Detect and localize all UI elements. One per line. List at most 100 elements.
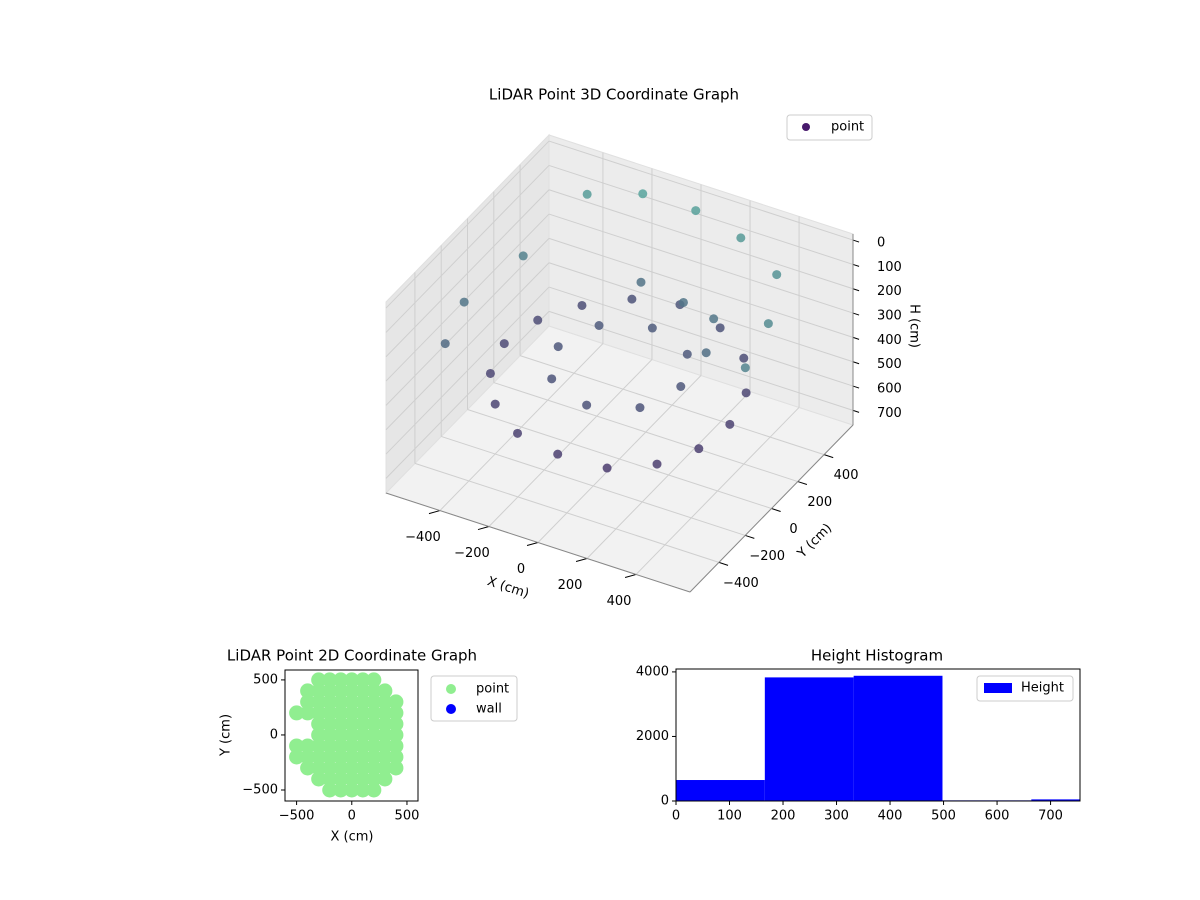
data-point <box>311 683 327 699</box>
x-tick-label: −500 <box>279 809 315 824</box>
data-point <box>355 771 371 787</box>
data-point <box>366 782 382 798</box>
data-point <box>366 760 382 776</box>
data-point <box>682 349 692 359</box>
data-point <box>344 705 360 721</box>
data-point <box>333 760 349 776</box>
grid-line <box>441 435 746 536</box>
tick-mark <box>575 557 588 562</box>
z-tick-label: 200 <box>877 284 902 299</box>
data-point <box>355 694 371 710</box>
data-point <box>333 727 349 743</box>
data-point <box>322 749 338 765</box>
data-point <box>300 760 316 776</box>
data-point <box>344 760 360 776</box>
tick-mark <box>718 561 729 566</box>
data-point <box>355 738 371 754</box>
data-point <box>377 738 393 754</box>
data-point <box>490 399 500 409</box>
grid-line <box>385 262 550 431</box>
legend-marker <box>802 123 810 131</box>
tick-mark <box>852 288 860 292</box>
legend-box <box>430 675 518 722</box>
data-point <box>344 716 360 732</box>
data-point <box>333 694 349 710</box>
data-point <box>300 694 316 710</box>
data-point <box>333 716 349 732</box>
data-point <box>344 738 360 754</box>
data-point <box>333 683 349 699</box>
data-point <box>322 771 338 787</box>
tick-mark <box>852 336 860 340</box>
data-point <box>647 323 657 333</box>
data-point <box>602 463 612 473</box>
data-point <box>366 694 382 710</box>
tick-mark <box>852 239 860 243</box>
data-point <box>518 251 528 261</box>
data-point <box>333 749 349 765</box>
data-point <box>289 705 305 721</box>
grid-line <box>548 140 854 241</box>
x-tick-label: 0 <box>517 562 525 577</box>
data-point <box>366 683 382 699</box>
x-tick-label: 700 <box>1038 809 1063 824</box>
data-point <box>333 672 349 688</box>
data-point <box>377 683 393 699</box>
data-point <box>388 760 404 776</box>
data-point <box>355 749 371 765</box>
y-axis-label: Y (cm) <box>794 521 835 562</box>
legend-swatch <box>984 683 1012 693</box>
data-point <box>322 683 338 699</box>
y-tick-label: 0 <box>270 727 278 742</box>
x-tick-label: 100 <box>717 809 742 824</box>
data-point <box>322 672 338 688</box>
z-tick-label: 300 <box>877 309 902 324</box>
data-point <box>638 189 648 199</box>
data-point <box>772 270 782 280</box>
data-point <box>344 672 360 688</box>
chart-title: LiDAR Point 2D Coordinate Graph <box>227 647 477 665</box>
data-point <box>355 727 371 743</box>
grid-line <box>385 213 550 382</box>
grid-line <box>548 164 854 265</box>
data-point <box>366 672 382 688</box>
data-point <box>388 694 404 710</box>
tick-mark <box>797 481 808 486</box>
data-point <box>366 738 382 754</box>
legend-label: Height <box>1021 681 1064 696</box>
legend-box <box>786 114 873 141</box>
data-point <box>322 694 338 710</box>
data-point <box>701 348 711 358</box>
x-axis-line <box>385 492 691 593</box>
plot-area <box>676 675 1080 801</box>
tick-mark <box>852 361 860 365</box>
data-point <box>725 419 735 429</box>
data-point <box>739 353 749 363</box>
x-tick-label: 200 <box>771 809 796 824</box>
x-axis-label: X (cm) <box>485 574 531 602</box>
bar <box>676 780 765 801</box>
legend-marker <box>446 684 456 694</box>
data-point <box>388 749 404 765</box>
y-tick-label: −400 <box>723 576 759 591</box>
bar <box>764 677 854 801</box>
z-tick-label: 0 <box>877 236 885 251</box>
tick-mark <box>477 526 490 531</box>
data-point <box>355 683 371 699</box>
data-point <box>459 297 469 307</box>
data-point <box>553 342 563 352</box>
data-point <box>388 716 404 732</box>
data-point <box>499 339 509 349</box>
chart-title: Height Histogram <box>811 647 943 665</box>
x-tick-label: −400 <box>405 530 441 545</box>
data-point <box>333 705 349 721</box>
data-point <box>740 363 750 373</box>
x-axis-label: X (cm) <box>331 830 374 845</box>
legend-box <box>976 675 1074 702</box>
data-point <box>691 206 701 216</box>
data-point <box>311 749 327 765</box>
x-tick-label: 300 <box>824 809 849 824</box>
z-tick-label: 500 <box>877 357 902 372</box>
x-tick-label: 200 <box>558 578 583 593</box>
data-point <box>366 771 382 787</box>
